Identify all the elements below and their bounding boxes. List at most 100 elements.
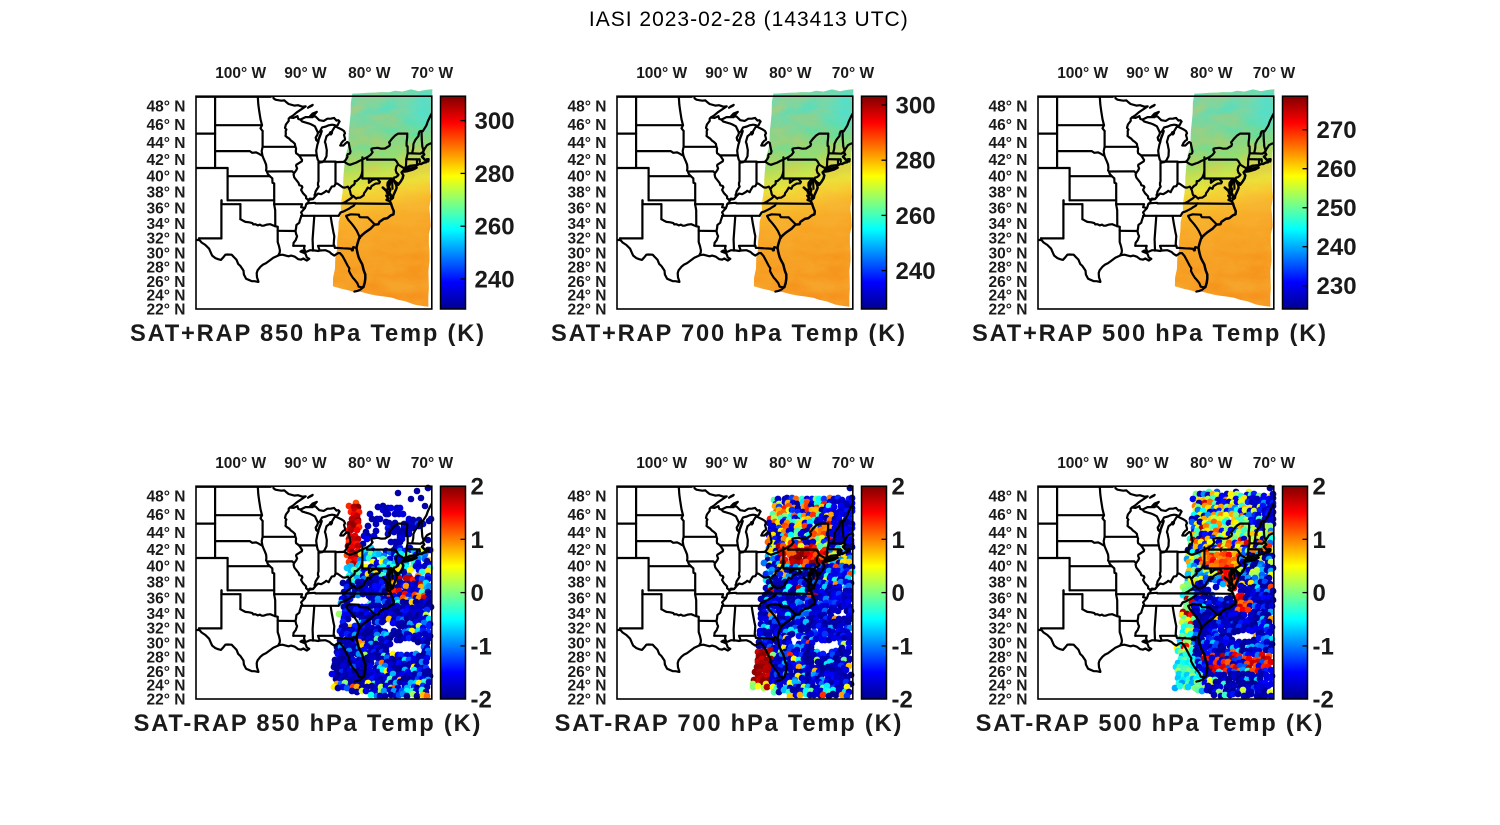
svg-text:38° N: 38° N: [147, 185, 186, 202]
svg-text:70° W: 70° W: [411, 65, 454, 82]
svg-text:90° W: 90° W: [705, 65, 748, 82]
svg-text:240: 240: [1317, 234, 1357, 261]
svg-text:28° N: 28° N: [568, 260, 607, 277]
svg-text:1: 1: [471, 527, 484, 554]
svg-text:32° N: 32° N: [568, 231, 607, 248]
svg-text:100° W: 100° W: [1057, 455, 1108, 472]
svg-text:280: 280: [896, 148, 936, 175]
svg-text:100° W: 100° W: [636, 455, 687, 472]
svg-text:300: 300: [475, 108, 515, 135]
svg-text:70° W: 70° W: [1253, 455, 1296, 472]
svg-text:26° N: 26° N: [147, 664, 186, 681]
svg-text:-1: -1: [471, 633, 492, 660]
svg-text:28° N: 28° N: [568, 650, 607, 667]
svg-text:-2: -2: [1313, 687, 1334, 714]
svg-text:90° W: 90° W: [1126, 65, 1169, 82]
svg-text:24° N: 24° N: [568, 288, 607, 305]
svg-text:70° W: 70° W: [1253, 65, 1296, 82]
svg-text:40° N: 40° N: [147, 559, 186, 576]
svg-text:34° N: 34° N: [147, 216, 186, 233]
svg-text:42° N: 42° N: [989, 542, 1028, 559]
svg-text:24° N: 24° N: [147, 288, 186, 305]
svg-text:22° N: 22° N: [147, 691, 186, 708]
svg-text:300: 300: [896, 93, 936, 120]
svg-text:36° N: 36° N: [568, 200, 607, 217]
svg-text:100° W: 100° W: [215, 65, 266, 82]
svg-text:46° N: 46° N: [147, 507, 186, 524]
svg-text:260: 260: [896, 203, 936, 230]
svg-text:24° N: 24° N: [147, 678, 186, 695]
svg-text:80° W: 80° W: [769, 65, 812, 82]
svg-text:SAT+RAP 500 hPa Temp (K): SAT+RAP 500 hPa Temp (K): [972, 321, 1328, 347]
svg-text:80° W: 80° W: [348, 455, 391, 472]
svg-text:SAT-RAP 850 hPa Temp (K): SAT-RAP 850 hPa Temp (K): [134, 711, 483, 737]
svg-text:26° N: 26° N: [989, 274, 1028, 291]
svg-text:1: 1: [892, 527, 905, 554]
svg-text:260: 260: [1317, 156, 1357, 183]
svg-text:90° W: 90° W: [705, 455, 748, 472]
svg-text:40° N: 40° N: [568, 169, 607, 186]
svg-text:38° N: 38° N: [568, 575, 607, 592]
svg-text:40° N: 40° N: [147, 169, 186, 186]
svg-text:36° N: 36° N: [147, 590, 186, 607]
svg-text:40° N: 40° N: [568, 559, 607, 576]
svg-text:-1: -1: [892, 633, 913, 660]
svg-text:22° N: 22° N: [568, 691, 607, 708]
svg-text:30° N: 30° N: [568, 635, 607, 652]
svg-text:48° N: 48° N: [989, 99, 1028, 116]
svg-text:0: 0: [1313, 580, 1326, 607]
svg-text:2: 2: [892, 474, 905, 501]
svg-text:28° N: 28° N: [989, 650, 1028, 667]
svg-text:42° N: 42° N: [568, 152, 607, 169]
svg-text:30° N: 30° N: [989, 635, 1028, 652]
svg-text:80° W: 80° W: [1190, 455, 1233, 472]
svg-text:SAT-RAP 500 hPa Temp (K): SAT-RAP 500 hPa Temp (K): [976, 711, 1325, 737]
svg-text:36° N: 36° N: [989, 590, 1028, 607]
svg-text:48° N: 48° N: [568, 489, 607, 506]
svg-text:38° N: 38° N: [568, 185, 607, 202]
svg-text:34° N: 34° N: [989, 606, 1028, 623]
svg-text:30° N: 30° N: [989, 245, 1028, 262]
svg-text:46° N: 46° N: [147, 117, 186, 134]
svg-text:2: 2: [471, 474, 484, 501]
svg-text:0: 0: [471, 580, 484, 607]
svg-text:44° N: 44° N: [989, 525, 1028, 542]
svg-text:26° N: 26° N: [568, 664, 607, 681]
svg-text:32° N: 32° N: [568, 621, 607, 638]
svg-text:90° W: 90° W: [1126, 455, 1169, 472]
svg-text:IASI 2023-02-28 (143413 UTC): IASI 2023-02-28 (143413 UTC): [589, 8, 909, 31]
svg-text:240: 240: [896, 258, 936, 285]
svg-text:70° W: 70° W: [832, 65, 875, 82]
svg-text:22° N: 22° N: [989, 691, 1028, 708]
svg-text:34° N: 34° N: [989, 216, 1028, 233]
svg-text:38° N: 38° N: [989, 185, 1028, 202]
svg-text:260: 260: [475, 214, 515, 241]
svg-text:42° N: 42° N: [989, 152, 1028, 169]
svg-text:48° N: 48° N: [989, 489, 1028, 506]
svg-text:280: 280: [475, 161, 515, 188]
svg-text:-2: -2: [892, 687, 913, 714]
svg-text:-2: -2: [471, 687, 492, 714]
svg-text:46° N: 46° N: [989, 117, 1028, 134]
svg-text:48° N: 48° N: [568, 99, 607, 116]
svg-text:46° N: 46° N: [568, 117, 607, 134]
svg-text:46° N: 46° N: [568, 507, 607, 524]
svg-text:30° N: 30° N: [147, 635, 186, 652]
svg-text:34° N: 34° N: [568, 216, 607, 233]
svg-text:28° N: 28° N: [147, 650, 186, 667]
svg-text:32° N: 32° N: [147, 231, 186, 248]
svg-text:42° N: 42° N: [147, 542, 186, 559]
svg-text:28° N: 28° N: [147, 260, 186, 277]
svg-text:26° N: 26° N: [989, 664, 1028, 681]
svg-text:80° W: 80° W: [769, 455, 812, 472]
svg-text:24° N: 24° N: [989, 678, 1028, 695]
svg-text:32° N: 32° N: [989, 231, 1028, 248]
svg-text:24° N: 24° N: [568, 678, 607, 695]
svg-text:40° N: 40° N: [989, 559, 1028, 576]
svg-text:32° N: 32° N: [989, 621, 1028, 638]
svg-text:90° W: 90° W: [284, 455, 327, 472]
svg-text:42° N: 42° N: [147, 152, 186, 169]
svg-text:30° N: 30° N: [568, 245, 607, 262]
svg-text:44° N: 44° N: [989, 135, 1028, 152]
svg-text:SAT-RAP 700 hPa Temp (K): SAT-RAP 700 hPa Temp (K): [555, 711, 904, 737]
